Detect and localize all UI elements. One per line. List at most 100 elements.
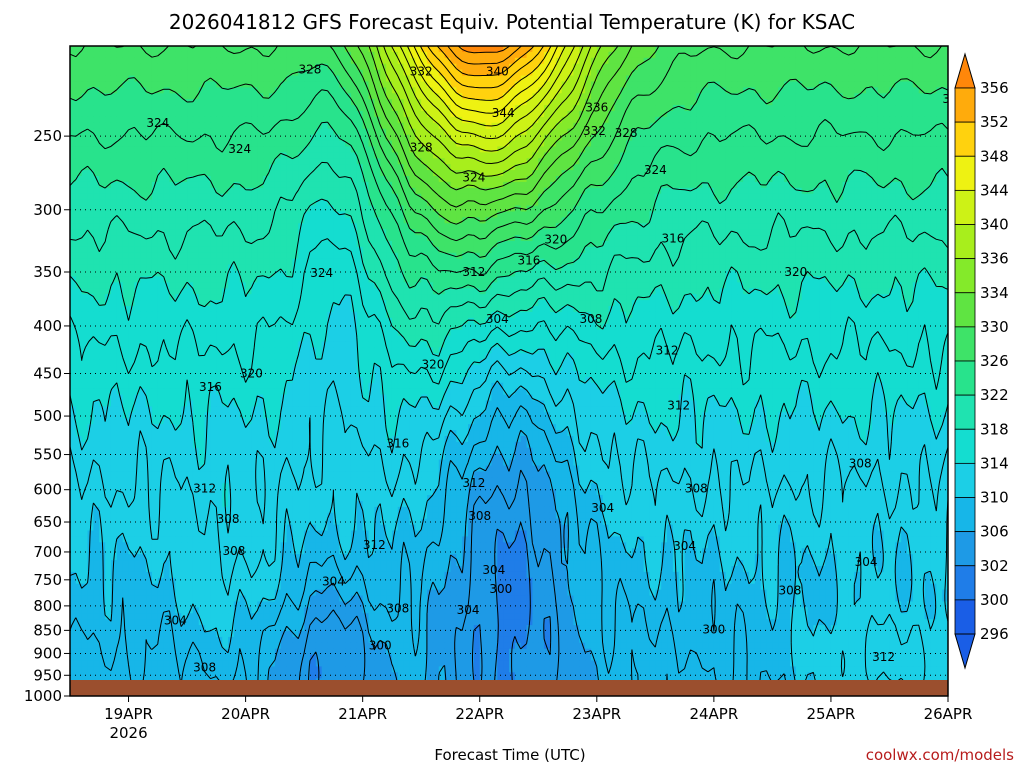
contour-fill-cell [204, 152, 212, 159]
contour-fill-cell [748, 69, 756, 77]
contour-fill-cell [772, 128, 779, 136]
contour-fill-cell [99, 199, 106, 207]
contour-fill-cell [269, 211, 276, 218]
contour-fill-cell [690, 75, 697, 83]
contour-fill-cell [233, 99, 241, 106]
contour-fill-cell [110, 217, 118, 224]
contour-fill-cell [877, 193, 885, 201]
contour-fill-cell [690, 63, 697, 71]
contour-fill-cell [450, 75, 457, 83]
contour-fill-cell [128, 69, 135, 77]
contour-fill-cell [216, 57, 223, 65]
contour-fill-cell [643, 46, 651, 53]
contour-fill-cell [509, 193, 516, 201]
contour-fill-cell [784, 69, 791, 77]
contour-fill-cell [163, 211, 171, 218]
contour-fill-cell [315, 158, 323, 165]
contour-fill-cell [860, 229, 867, 236]
contour-fill-cell [830, 105, 838, 112]
contour-fill-cell [637, 146, 645, 153]
contour-fill-cell [87, 211, 95, 218]
contour-fill-cell [713, 217, 721, 224]
contour-fill-cell [614, 235, 621, 242]
contour-fill-cell [871, 211, 879, 218]
contour-fill-cell [912, 176, 920, 183]
contour-fill-cell [696, 164, 703, 171]
contour-fill-cell [122, 140, 130, 148]
contour-fill-cell [655, 170, 662, 177]
contour-fill-cell [222, 193, 229, 201]
contour-fill-cell [93, 146, 100, 153]
contour-fill-cell [333, 46, 340, 53]
contour-fill-cell [766, 122, 773, 130]
contour-fill-cell [883, 193, 891, 201]
contour-fill-cell [538, 211, 545, 218]
contour-fill-cell [333, 69, 340, 77]
contour-fill-cell [151, 176, 159, 183]
contour-fill-cell [105, 158, 112, 165]
contour-fill-cell [924, 193, 932, 201]
contour-fill-cell [350, 51, 358, 59]
contour-fill-cell [245, 134, 253, 142]
contour-fill-cell [456, 187, 463, 195]
contour-fill-cell [807, 211, 814, 218]
contour-fill-cell [169, 235, 176, 242]
contour-fill-cell [116, 116, 124, 124]
contour-fill-cell [895, 170, 902, 177]
contour-fill-cell [942, 105, 948, 112]
contour-fill-cell [854, 140, 861, 148]
contour-fill-cell [854, 199, 861, 207]
contour-fill-cell [157, 75, 165, 83]
contour-fill-cell [210, 75, 217, 83]
contour-fill-cell [503, 46, 510, 53]
contour-fill-cell [696, 116, 703, 124]
contour-fill-cell [930, 63, 937, 71]
contour-fill-cell [134, 223, 141, 230]
contour-fill-cell [374, 176, 381, 183]
contour-fill-cell [345, 158, 352, 165]
contour-fill-cell [479, 128, 487, 136]
contour-fill-cell [754, 105, 762, 112]
contour-fill-cell [754, 134, 762, 142]
contour-fill-cell [649, 170, 656, 177]
contour-fill-cell [830, 229, 838, 236]
contour-fill-cell [801, 170, 809, 177]
contour-fill-cell [228, 217, 235, 224]
contour-fill-cell [397, 128, 405, 136]
contour-fill-cell [830, 187, 838, 195]
contour-fill-cell [269, 111, 276, 118]
contour-fill-cell [105, 187, 112, 195]
contour-fill-cell [573, 63, 580, 71]
contour-fill-cell [819, 81, 826, 88]
contour-fill-cell [743, 105, 750, 112]
contour-fill-cell [292, 81, 299, 88]
contour-fill-cell [105, 63, 112, 71]
contour-fill-cell [901, 128, 908, 136]
contour-fill-cell [614, 134, 621, 142]
contour-fill-cell [766, 105, 773, 112]
contour-fill-cell [228, 75, 235, 83]
contour-fill-cell [737, 51, 744, 59]
contour-fill-cell [860, 46, 867, 53]
contour-fill-cell [655, 205, 662, 213]
contour-fill-cell [315, 181, 323, 189]
contour-fill-cell [585, 170, 592, 177]
contour-fill-cell [918, 205, 926, 213]
contour-fill-cell [427, 116, 434, 124]
contour-fill-cell [930, 199, 937, 207]
contour-fill-cell [614, 158, 621, 165]
contour-fill-cell [327, 211, 334, 218]
contour-fill-cell [901, 211, 908, 218]
contour-fill-cell [836, 170, 844, 177]
contour-fill-cell [743, 235, 750, 242]
contour-fill-cell [555, 122, 563, 130]
contour-fill-cell [544, 105, 551, 112]
contour-fill-cell [333, 217, 340, 224]
contour-fill-cell [456, 69, 463, 77]
contour-fill-cell [854, 87, 861, 94]
contour-fill-cell [725, 205, 733, 213]
contour-fill-cell [93, 63, 100, 71]
contour-fill-cell [795, 75, 803, 83]
contour-fill-cell [590, 152, 598, 159]
contour-fill-cell [280, 170, 288, 177]
